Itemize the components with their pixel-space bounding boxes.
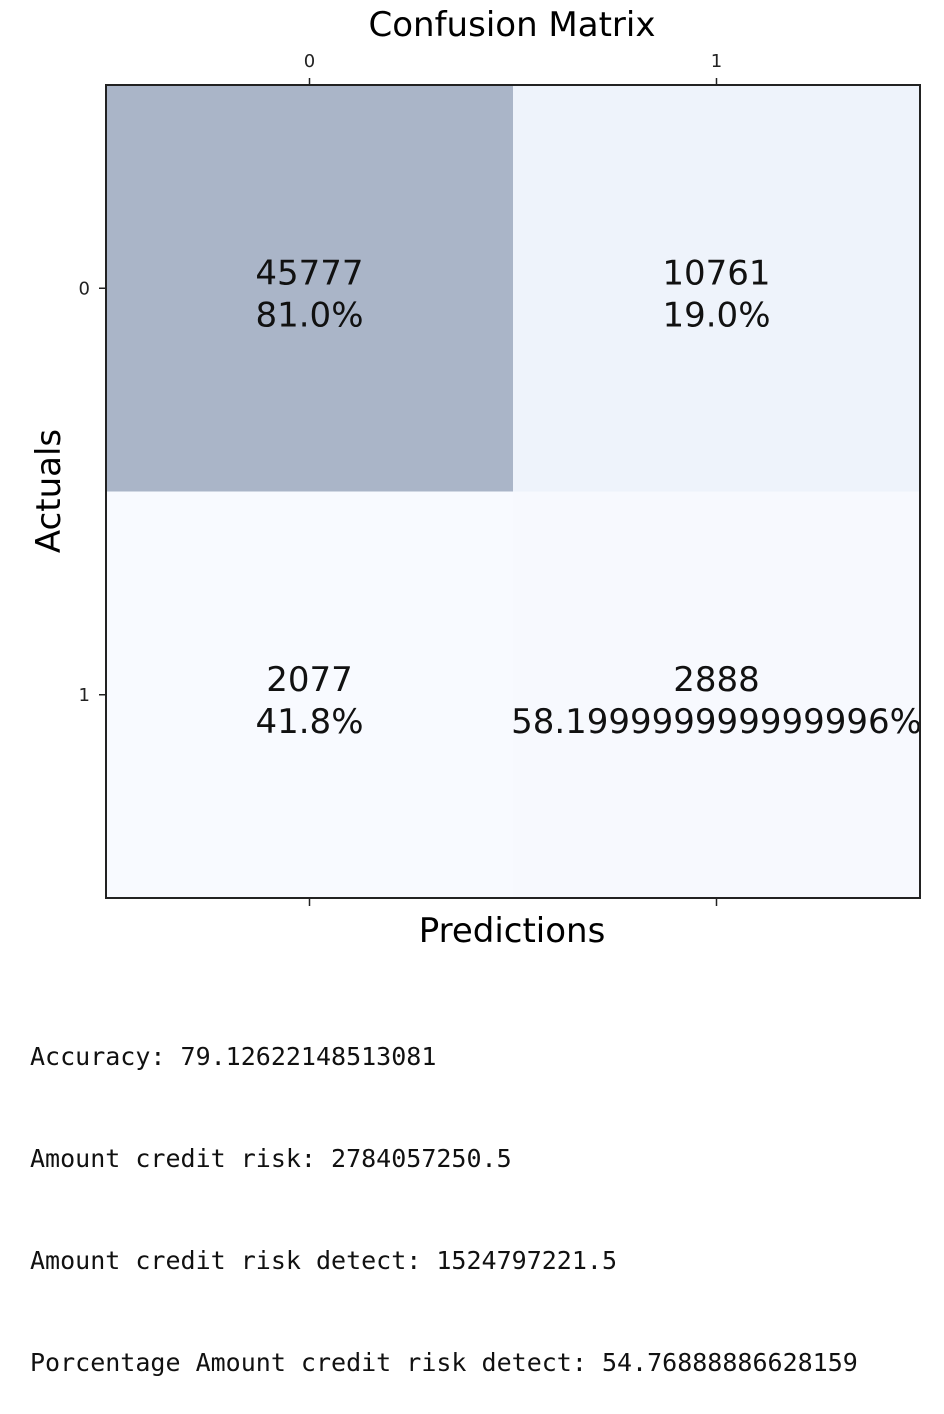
chart-title: Confusion Matrix	[369, 5, 656, 45]
amount-credit-risk-detect-line: Amount credit risk detect: 1524797221.5	[30, 1246, 617, 1275]
cell-count-1-0: 2077	[266, 660, 353, 700]
cell-percent-0-0: 81.0%	[255, 295, 363, 335]
y-axis-label: Actuals	[29, 429, 69, 553]
matrix-cell-1-0	[106, 491, 513, 898]
accuracy-line: Accuracy: 79.12622148513081	[30, 1042, 437, 1071]
cell-percent-1-0: 41.8%	[255, 702, 363, 742]
cell-percent-0-1: 19.0%	[662, 295, 770, 335]
plot-frame	[105, 84, 921, 899]
matrix-cell-0-0	[106, 85, 513, 492]
y-tick-label-1: 1	[79, 685, 90, 706]
matrix-cell-1-1	[513, 491, 920, 898]
x-axis-label: Predictions	[419, 911, 606, 951]
matrix-cell-0-1	[513, 85, 920, 492]
console-output: Accuracy: 79.12622148513081 Amount credi…	[30, 972, 858, 1414]
cell-percent-1-1: 58.199999999999996%	[511, 702, 922, 742]
y-tick-label-0: 0	[79, 278, 90, 299]
cell-count-0-1: 10761	[662, 253, 770, 293]
cell-count-1-1: 2888	[673, 660, 760, 700]
amount-credit-risk-line: Amount credit risk: 2784057250.5	[30, 1144, 512, 1173]
x-tick-label-0: 0	[304, 51, 315, 72]
cell-count-0-0: 45777	[255, 253, 363, 293]
x-tick-label-1: 1	[711, 51, 722, 72]
percentage-amount-line: Porcentage Amount credit risk detect: 54…	[30, 1348, 858, 1377]
